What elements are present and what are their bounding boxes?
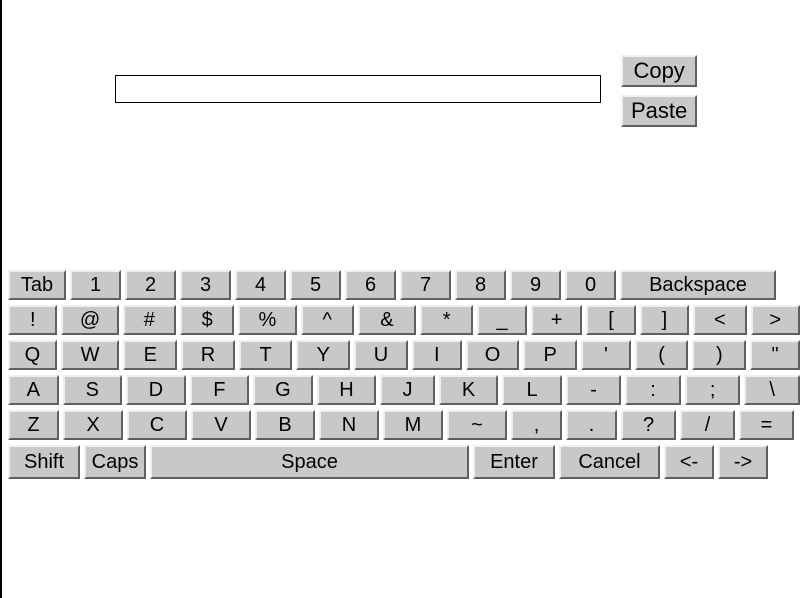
key-Q[interactable]: Q [8,340,57,370]
key-sym[interactable]: / [680,410,735,440]
key-R[interactable]: R [181,340,235,370]
key-Z[interactable]: Z [8,410,59,440]
key-3[interactable]: 3 [180,270,231,300]
key-space[interactable]: Space [150,445,469,479]
key-sym[interactable]: ) [692,340,746,370]
keyboard-row-2: !@#$%^&*_+[]<> [8,305,800,335]
key-S[interactable]: S [63,375,123,405]
key-sym[interactable]: ( [635,340,689,370]
key-J[interactable]: J [380,375,435,405]
text-input[interactable] [115,75,601,103]
key-M[interactable]: M [383,410,443,440]
key-O[interactable]: O [466,340,520,370]
key-F[interactable]: F [190,375,250,405]
key-6[interactable]: 6 [345,270,396,300]
key-arrow-right[interactable]: -> [718,445,768,479]
key-arrow-left[interactable]: <- [664,445,714,479]
key-cancel[interactable]: Cancel [559,445,660,479]
key-sym[interactable]: \ [744,375,800,405]
keyboard-row-1: Tab1234567890Backspace [8,270,800,300]
key-sym[interactable]: & [358,305,416,335]
on-screen-keyboard: Tab1234567890Backspace !@#$%^&*_+[]<> QW… [8,270,800,484]
key-A[interactable]: A [8,375,59,405]
key-sym[interactable]: % [238,305,296,335]
key-D[interactable]: D [126,375,186,405]
key-tab[interactable]: Tab [8,270,66,300]
key-sym[interactable]: : [625,375,681,405]
copy-paste-group: Copy Paste [621,55,697,135]
keyboard-row-6: ShiftCapsSpaceEnterCancel<--> [8,445,800,479]
key-sym[interactable]: + [531,305,582,335]
key-1[interactable]: 1 [70,270,121,300]
key-sym[interactable]: ' [581,340,631,370]
key-T[interactable]: T [239,340,293,370]
key-sym[interactable]: > [751,305,800,335]
key-N[interactable]: N [319,410,379,440]
key-0[interactable]: 0 [565,270,616,300]
key-sym[interactable]: [ [586,305,635,335]
key-sym[interactable]: = [739,410,794,440]
key-X[interactable]: X [63,410,123,440]
key-V[interactable]: V [191,410,251,440]
key-shift[interactable]: Shift [8,445,80,479]
key-sym[interactable]: * [420,305,473,335]
key-U[interactable]: U [354,340,408,370]
key-B[interactable]: B [255,410,315,440]
key-Y[interactable]: Y [296,340,350,370]
key-9[interactable]: 9 [510,270,561,300]
key-H[interactable]: H [317,375,377,405]
key-sym[interactable]: ~ [447,410,507,440]
key-sym[interactable]: ; [685,375,741,405]
key-sym[interactable]: . [566,410,617,440]
key-5[interactable]: 5 [290,270,341,300]
key-G[interactable]: G [253,375,313,405]
key-4[interactable]: 4 [235,270,286,300]
key-sym[interactable]: # [123,305,176,335]
keyboard-row-3: QWERTYUIOP'()" [8,340,800,370]
key-L[interactable]: L [502,375,562,405]
key-8[interactable]: 8 [455,270,506,300]
key-enter[interactable]: Enter [473,445,555,479]
key-P[interactable]: P [523,340,577,370]
key-E[interactable]: E [123,340,177,370]
key-sym[interactable]: ? [621,410,676,440]
key-K[interactable]: K [439,375,499,405]
key-I[interactable]: I [412,340,462,370]
key-C[interactable]: C [127,410,187,440]
key-sym[interactable]: ] [640,305,689,335]
key-sym[interactable]: < [693,305,746,335]
keyboard-row-5: ZXCVBNM~,.?/= [8,410,800,440]
key-sym[interactable]: - [566,375,622,405]
copy-button[interactable]: Copy [621,55,697,87]
key-caps[interactable]: Caps [84,445,146,479]
key-sym[interactable]: ^ [301,305,354,335]
key-backspace[interactable]: Backspace [620,270,776,300]
key-2[interactable]: 2 [125,270,176,300]
paste-button[interactable]: Paste [621,95,697,127]
key-7[interactable]: 7 [400,270,451,300]
key-sym[interactable]: _ [477,305,526,335]
key-sym[interactable]: @ [61,305,118,335]
key-W[interactable]: W [61,340,120,370]
key-sym[interactable]: , [511,410,562,440]
key-sym[interactable]: ! [8,305,57,335]
key-sym[interactable]: " [750,340,800,370]
keyboard-row-4: ASDFGHJKL-:;\ [8,375,800,405]
key-sym[interactable]: $ [180,305,234,335]
